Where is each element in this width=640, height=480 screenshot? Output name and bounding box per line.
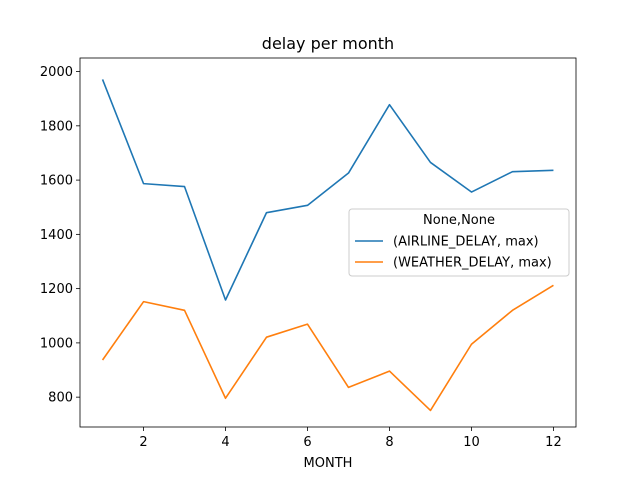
x-tick-label: 6 xyxy=(303,435,311,450)
x-tick-label: 12 xyxy=(545,435,562,450)
legend-entry-1: (WEATHER_DELAY, max) xyxy=(393,256,552,271)
series-line-1 xyxy=(101,284,554,412)
x-tick-label: 2 xyxy=(139,435,147,450)
axes-frame xyxy=(79,57,577,428)
x-tick-label: 10 xyxy=(463,435,480,450)
chart-title: delay per month xyxy=(262,34,394,53)
x-tick-label: 8 xyxy=(385,435,393,450)
x-axis-label: MONTH xyxy=(304,456,353,471)
y-tick-label: 1800 xyxy=(40,119,73,134)
legend-entry-0: (AIRLINE_DELAY, max) xyxy=(393,235,539,250)
legend: None,None (AIRLINE_DELAY, max) (WEATHER_DE… xyxy=(348,208,570,277)
y-tick-label: 1200 xyxy=(40,282,73,297)
legend-box xyxy=(348,208,570,277)
series-line-0 xyxy=(101,79,554,301)
y-axis-ticks: 800 1000 1200 1400 1600 1800 2000 xyxy=(40,65,80,406)
series-layer xyxy=(101,79,554,412)
y-tick-label: 1000 xyxy=(40,336,73,351)
y-tick-label: 2000 xyxy=(40,65,73,80)
x-axis-ticks: 2 4 6 8 10 12 xyxy=(139,427,562,450)
y-tick-label: 1400 xyxy=(40,228,73,243)
x-tick-label: 4 xyxy=(221,435,229,450)
y-tick-label: 800 xyxy=(48,391,73,406)
plot-area xyxy=(79,57,577,428)
y-tick-label: 1600 xyxy=(40,174,73,189)
legend-title: None,None xyxy=(423,213,495,228)
